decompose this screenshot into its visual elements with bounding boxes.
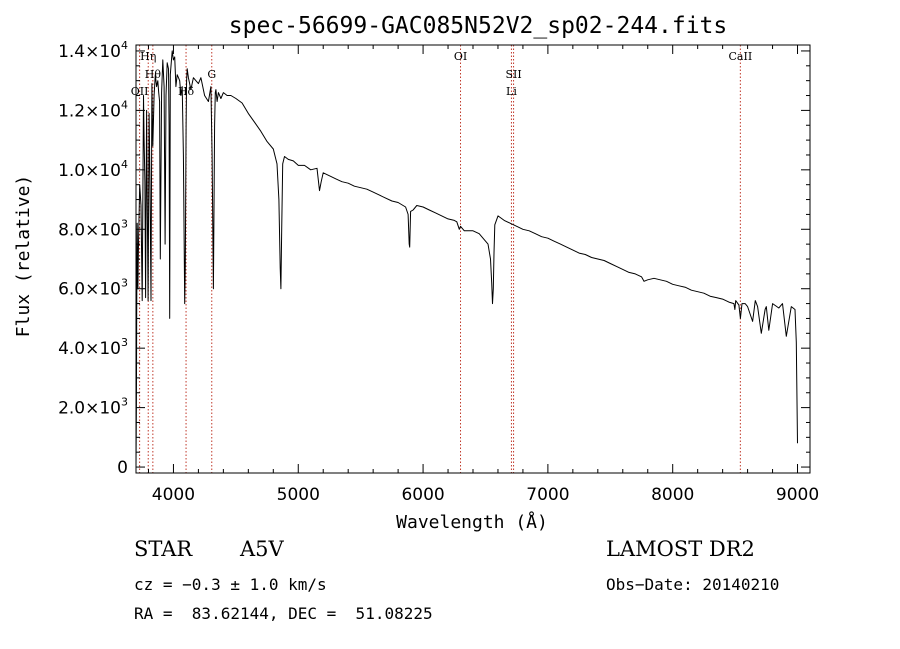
survey-name: LAMOST DR2 (606, 537, 755, 561)
y-axis-label: Flux (relative) (13, 175, 34, 338)
object-class: STAR (134, 537, 193, 561)
coordinates: RA = 83.62144, DEC = 51.08225 (134, 604, 433, 623)
line-label-4: G (207, 68, 216, 81)
line-label-1: Hη (140, 50, 156, 63)
y-tick-label-5: 1.0×104 (58, 158, 128, 181)
line-label-2: Hθ (145, 68, 162, 81)
y-tick-label-1: 2.0×103 (58, 396, 128, 419)
x-tick-label-1: 5000 (277, 485, 320, 505)
line-label-7: SII (505, 68, 521, 81)
line-label-8: CaII (729, 50, 753, 63)
x-tick-label-3: 7000 (526, 485, 569, 505)
y-tick-label-4: 8.0×103 (58, 217, 128, 240)
y-tick-label-0: 0 (117, 458, 128, 478)
plot-frame (135, 44, 811, 474)
chart-title: spec-56699-GAC085N52V2_sp02-244.fits (229, 13, 728, 39)
obs-date: Obs−Date: 20140210 (606, 575, 780, 594)
x-tick-label-2: 6000 (401, 485, 444, 505)
spectrum-series (135, 50, 798, 468)
y-tick-label-2: 4.0×103 (58, 336, 128, 359)
redshift-value: cz = −0.3 ± 1.0 km/s (134, 575, 327, 594)
y-tick-label-7: 1.4×104 (58, 39, 128, 62)
y-tick-label-3: 6.0×103 (58, 277, 128, 300)
x-tick-label-5: 9000 (776, 485, 819, 505)
line-label-6: Li (506, 85, 517, 98)
x-tick-label-0: 4000 (152, 485, 195, 505)
line-label-5: OI (454, 50, 467, 63)
series-line-0 (135, 50, 798, 468)
y-tick-label-6: 1.2×104 (58, 98, 128, 121)
x-axis-label: Wavelength (Å) (396, 511, 548, 533)
axis-ticks: 4000 5000 6000 7000 8000 9000 0 2.0×103 4.0×103 6… (58, 39, 819, 505)
x-tick-label-4: 8000 (651, 485, 694, 505)
line-label-0: OII (131, 85, 149, 98)
object-subclass: A5V (240, 537, 284, 561)
